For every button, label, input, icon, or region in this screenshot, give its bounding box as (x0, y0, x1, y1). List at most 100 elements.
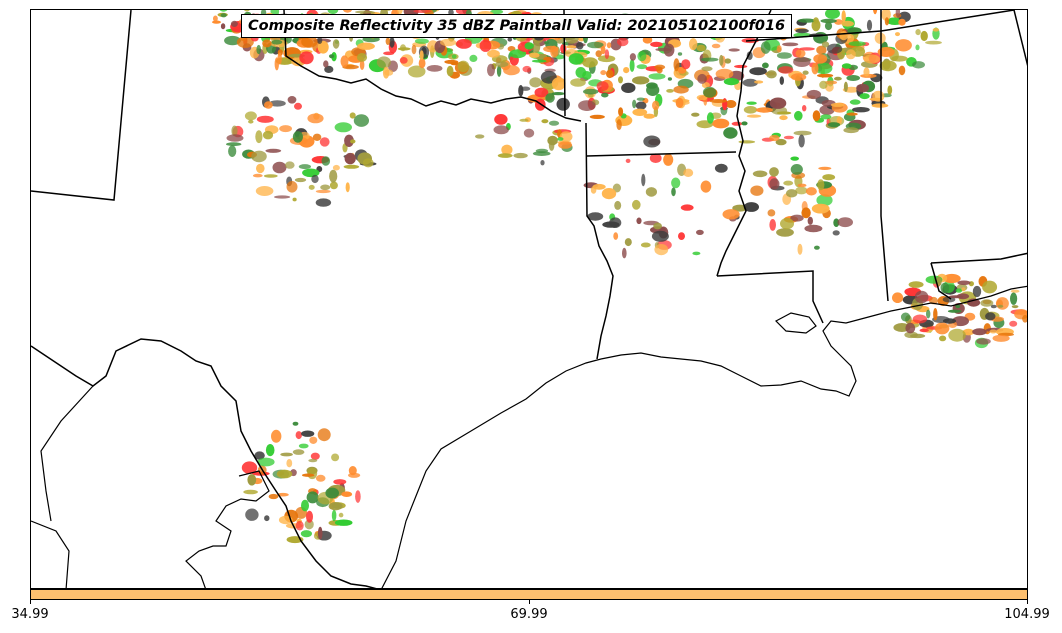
reflectivity-blob (794, 110, 803, 121)
reflectivity-blob (989, 329, 997, 334)
reflectivity-blob (817, 179, 825, 191)
reflectivity-blob (341, 491, 353, 498)
reflectivity-blob (790, 73, 807, 81)
reflectivity-blob (663, 43, 675, 57)
reflectivity-blob (534, 87, 549, 98)
reflectivity-blob (775, 138, 787, 146)
reflectivity-blob (637, 51, 647, 62)
reflectivity-blob (649, 153, 662, 163)
reflectivity-blob (271, 39, 283, 45)
reflectivity-blob (301, 430, 315, 437)
reflectivity-blob (264, 515, 270, 522)
reflectivity-blob (814, 245, 820, 250)
reflectivity-blob (766, 70, 777, 79)
reflectivity-blob (616, 119, 622, 131)
reflectivity-blob (778, 66, 794, 74)
reflectivity-blob (746, 101, 757, 105)
reflectivity-blob (493, 125, 509, 135)
reflectivity-blob (551, 77, 566, 91)
reflectivity-blob (407, 65, 426, 78)
reflectivity-blob (545, 93, 555, 103)
reflectivity-blob (340, 55, 349, 68)
reflectivity-blob (251, 150, 267, 163)
reflectivity-blob (255, 163, 265, 174)
reflectivity-blob (632, 76, 650, 85)
reflectivity-blob (843, 81, 848, 93)
reflectivity-blob (298, 443, 309, 449)
reflectivity-blob (518, 85, 524, 97)
reflectivity-blob (414, 38, 429, 44)
reflectivity-blob (532, 151, 551, 157)
reflectivity-blob (245, 508, 259, 521)
reflectivity-blob (220, 13, 227, 18)
reflectivity-blob (280, 452, 293, 457)
reflectivity-blob (618, 76, 623, 84)
reflectivity-blob (830, 102, 845, 107)
reflectivity-blob (804, 224, 823, 233)
reflectivity-blob (671, 177, 681, 189)
reflectivity-blob (645, 187, 658, 197)
reflectivity-blob (663, 153, 674, 166)
reflectivity-blob (654, 244, 669, 256)
reflectivity-blob (582, 57, 598, 68)
mississippi-river (716, 10, 772, 277)
reflectivity-blob (302, 473, 315, 477)
reflectivity-blob (683, 168, 694, 177)
reflectivity-blob (912, 61, 925, 69)
reflectivity-blob (825, 10, 840, 19)
reflectivity-blob (248, 119, 254, 124)
reflectivity-blob (898, 65, 906, 76)
reflectivity-blob (905, 322, 916, 334)
reflectivity-blob (863, 67, 870, 77)
reflectivity-blob (413, 10, 432, 13)
reflectivity-blob (456, 39, 472, 49)
reflectivity-blob (276, 469, 293, 479)
reflectivity-blob (818, 166, 832, 170)
reflectivity-blob (648, 73, 666, 80)
reflectivity-blob (446, 65, 454, 77)
reflectivity-blob (813, 54, 828, 64)
reflectivity-blob (914, 290, 929, 304)
reflectivity-blob (891, 55, 908, 62)
reflectivity-blob (382, 66, 390, 79)
reflectivity-blob (848, 41, 866, 47)
reflectivity-blob (257, 457, 275, 467)
reflectivity-blob (440, 38, 457, 47)
reflectivity-blob (315, 189, 331, 194)
reflectivity-blob (254, 451, 265, 460)
reflectivity-blob (769, 134, 780, 142)
reflectivity-blob (836, 116, 842, 125)
mexico-state-border-3 (185, 470, 270, 588)
reflectivity-blob (334, 519, 353, 526)
reflectivity-blob (812, 110, 821, 122)
reflectivity-blob (782, 42, 799, 47)
reflectivity-blob (469, 54, 478, 63)
reflectivity-blob (846, 75, 860, 81)
reflectivity-blob (523, 128, 535, 138)
reflectivity-blob (816, 194, 833, 207)
reflectivity-blob (507, 37, 513, 42)
reflectivity-blob (311, 174, 319, 184)
reflectivity-blob (595, 50, 602, 58)
reflectivity-blob (268, 493, 279, 500)
reflectivity-blob (320, 184, 331, 191)
reflectivity-blob (811, 62, 819, 75)
reflectivity-blob (622, 247, 627, 259)
reflectivity-blob (226, 134, 244, 142)
reflectivity-blob (863, 54, 881, 64)
colorbar-tick-label-max: 104.99 (1004, 607, 1050, 622)
reflectivity-blob (846, 112, 858, 116)
reflectivity-blob (673, 85, 689, 94)
reflectivity-blob (731, 121, 743, 126)
reflectivity-blob (820, 18, 837, 24)
reflectivity-blob (904, 331, 918, 339)
reflectivity-blob (680, 204, 694, 211)
reflectivity-blob (271, 429, 282, 443)
reflectivity-blob (667, 77, 673, 81)
reflectivity-blob (769, 178, 780, 190)
reflectivity-blob (817, 73, 834, 78)
reflectivity-blob (509, 49, 527, 59)
reflectivity-blob (279, 125, 292, 133)
reflectivity-blob (212, 20, 221, 24)
reflectivity-blob (725, 100, 737, 108)
